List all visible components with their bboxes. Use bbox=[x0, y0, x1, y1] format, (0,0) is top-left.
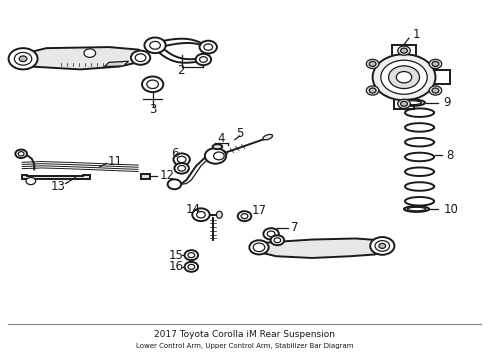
Circle shape bbox=[366, 86, 378, 95]
Circle shape bbox=[19, 56, 27, 62]
Text: 10: 10 bbox=[443, 203, 458, 216]
Ellipse shape bbox=[216, 211, 222, 218]
Circle shape bbox=[178, 166, 185, 171]
Text: 11: 11 bbox=[108, 155, 123, 168]
Circle shape bbox=[395, 72, 411, 83]
Circle shape bbox=[428, 59, 441, 68]
Circle shape bbox=[187, 253, 194, 258]
Circle shape bbox=[174, 163, 188, 174]
Polygon shape bbox=[22, 175, 90, 179]
Ellipse shape bbox=[407, 207, 425, 211]
Circle shape bbox=[368, 62, 375, 66]
Circle shape bbox=[253, 243, 264, 252]
Circle shape bbox=[263, 228, 278, 239]
Circle shape bbox=[26, 177, 36, 185]
Text: 17: 17 bbox=[251, 204, 266, 217]
Circle shape bbox=[149, 41, 160, 49]
Ellipse shape bbox=[398, 100, 424, 106]
Ellipse shape bbox=[401, 101, 421, 105]
Circle shape bbox=[366, 59, 378, 68]
Circle shape bbox=[144, 37, 165, 53]
Circle shape bbox=[368, 88, 375, 93]
Polygon shape bbox=[104, 61, 128, 67]
Circle shape bbox=[192, 208, 209, 221]
Circle shape bbox=[146, 80, 158, 89]
Circle shape bbox=[397, 99, 409, 108]
Circle shape bbox=[369, 237, 393, 255]
Circle shape bbox=[15, 149, 27, 158]
Ellipse shape bbox=[263, 134, 272, 140]
Circle shape bbox=[14, 53, 32, 65]
Text: 2017 Toyota Corolla iM Rear Suspension: 2017 Toyota Corolla iM Rear Suspension bbox=[154, 330, 334, 339]
Circle shape bbox=[400, 48, 407, 53]
Circle shape bbox=[241, 214, 247, 219]
Polygon shape bbox=[254, 238, 389, 258]
Text: 15: 15 bbox=[168, 249, 183, 262]
Circle shape bbox=[380, 60, 427, 94]
Circle shape bbox=[266, 231, 274, 237]
Circle shape bbox=[184, 250, 198, 260]
Circle shape bbox=[397, 46, 409, 55]
Circle shape bbox=[196, 212, 205, 218]
Circle shape bbox=[237, 211, 251, 221]
Circle shape bbox=[374, 240, 389, 251]
Circle shape bbox=[270, 235, 284, 245]
Circle shape bbox=[213, 152, 224, 160]
Circle shape bbox=[199, 41, 217, 54]
Circle shape bbox=[18, 152, 24, 156]
Circle shape bbox=[177, 156, 185, 163]
Circle shape bbox=[372, 54, 435, 100]
Circle shape bbox=[204, 148, 225, 164]
Polygon shape bbox=[12, 47, 147, 69]
Circle shape bbox=[431, 88, 438, 93]
Text: 16: 16 bbox=[168, 260, 183, 273]
Circle shape bbox=[142, 77, 163, 92]
Circle shape bbox=[431, 62, 438, 66]
Ellipse shape bbox=[212, 144, 222, 149]
Circle shape bbox=[273, 238, 280, 243]
Text: 1: 1 bbox=[411, 28, 419, 41]
Circle shape bbox=[249, 240, 268, 255]
Circle shape bbox=[131, 51, 150, 65]
Circle shape bbox=[184, 262, 198, 272]
Circle shape bbox=[388, 66, 419, 89]
Text: 3: 3 bbox=[149, 103, 156, 116]
Text: 13: 13 bbox=[51, 180, 66, 193]
Polygon shape bbox=[140, 174, 150, 179]
Circle shape bbox=[428, 86, 441, 95]
Circle shape bbox=[195, 54, 211, 65]
Text: 7: 7 bbox=[290, 221, 298, 234]
Circle shape bbox=[84, 49, 95, 57]
Text: 5: 5 bbox=[236, 127, 243, 140]
Text: 14: 14 bbox=[185, 203, 200, 216]
Circle shape bbox=[9, 48, 38, 69]
Text: 6: 6 bbox=[170, 147, 178, 160]
Circle shape bbox=[173, 153, 189, 166]
Text: 12: 12 bbox=[160, 168, 175, 181]
Text: 9: 9 bbox=[443, 96, 450, 109]
Circle shape bbox=[400, 101, 407, 106]
Text: 4: 4 bbox=[217, 132, 224, 145]
Circle shape bbox=[187, 264, 194, 269]
Text: Lower Control Arm, Upper Control Arm, Stabilizer Bar Diagram: Lower Control Arm, Upper Control Arm, St… bbox=[136, 343, 352, 349]
Circle shape bbox=[199, 57, 207, 62]
Circle shape bbox=[167, 179, 181, 189]
Ellipse shape bbox=[403, 206, 428, 212]
Circle shape bbox=[378, 243, 385, 248]
Circle shape bbox=[203, 44, 212, 50]
Text: 2: 2 bbox=[177, 64, 184, 77]
Text: 8: 8 bbox=[446, 149, 453, 162]
Circle shape bbox=[135, 54, 145, 62]
